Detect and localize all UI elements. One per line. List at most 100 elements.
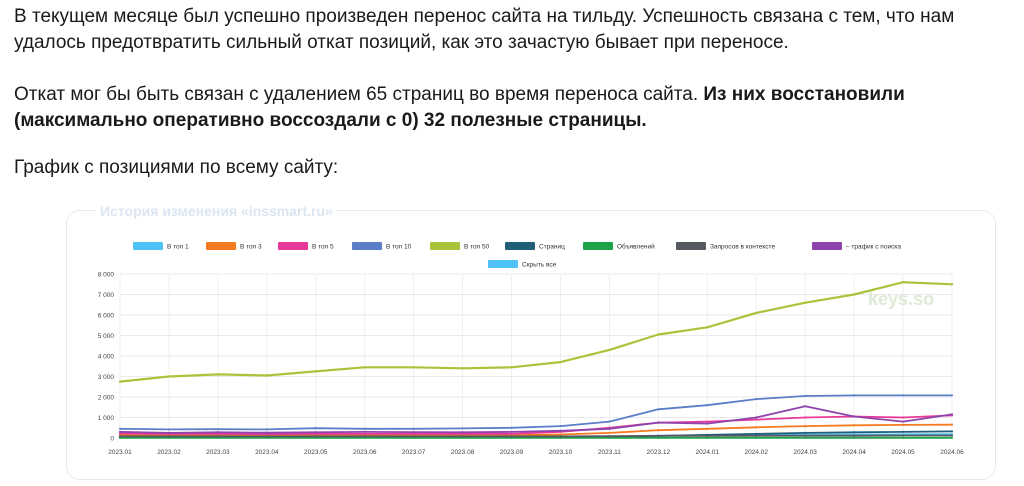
series-8-point-5 <box>363 430 366 434</box>
series-8-point-16 <box>901 420 905 423</box>
x-tick-label-17: 2024.06 <box>940 449 964 456</box>
series-7-point-11 <box>657 434 660 438</box>
series-8-point-1 <box>167 431 171 435</box>
series-2-point-7 <box>461 432 464 436</box>
series-3-point-4 <box>314 426 317 430</box>
legend-swatch-reset[interactable] <box>488 260 518 268</box>
keys-so-watermark: keys.so <box>868 289 934 309</box>
series-3-point-15 <box>852 394 856 397</box>
series-8-point-15 <box>852 415 856 418</box>
x-tick-label-7: 2023.08 <box>451 449 475 456</box>
series-7-point-8 <box>510 435 513 438</box>
series-6-point-11 <box>657 436 660 439</box>
series-7-point-15 <box>852 434 856 437</box>
legend-label-4[interactable]: В топ 50 <box>464 244 490 251</box>
x-tick-label-11: 2023.12 <box>647 449 671 456</box>
series-line-4 <box>118 281 954 383</box>
series-3-point-12 <box>706 404 709 407</box>
series-2-point-4 <box>314 432 317 436</box>
legend-swatch-6[interactable] <box>583 242 613 250</box>
series-7-point-1 <box>167 435 171 438</box>
series-2-point-8 <box>510 432 513 436</box>
series-8-point-3 <box>265 431 269 434</box>
series-6-point-17 <box>950 436 954 439</box>
x-tick-label-1: 2023.02 <box>157 449 181 456</box>
series-2-point-6 <box>412 432 415 436</box>
series-6-point-13 <box>755 436 758 439</box>
legend-label-1[interactable]: В топ 3 <box>240 244 262 251</box>
legend-swatch-3[interactable] <box>352 242 382 250</box>
series-1-point-15 <box>852 424 856 427</box>
y-tick-label-6: 6 000 <box>98 313 115 320</box>
paragraph-rollback: Откат мог бы быть связан с удалением 65 … <box>14 82 1014 134</box>
x-tick-label-14: 2024.03 <box>793 449 817 456</box>
legend-label-8[interactable]: – трафик с поиска <box>846 244 901 251</box>
legend-swatch-1[interactable] <box>206 242 236 250</box>
series-7-point-12 <box>706 434 709 438</box>
series-5-point-14 <box>803 431 807 435</box>
series-4-point-13 <box>755 311 758 315</box>
series-3-point-17 <box>950 394 954 397</box>
series-4-point-7 <box>461 367 464 370</box>
series-line-8 <box>119 405 953 434</box>
series-1-point-11 <box>657 429 660 432</box>
y-tick-label-8: 8 000 <box>98 272 115 279</box>
series-8-point-12 <box>706 422 709 425</box>
x-tick-label-12: 2024.01 <box>696 449 720 456</box>
series-7-point-3 <box>265 435 269 438</box>
series-2-point-13 <box>755 418 758 421</box>
y-tick-label-1: 1 000 <box>98 415 115 422</box>
series-4-point-16 <box>901 281 905 284</box>
series-7-point-17 <box>950 434 954 437</box>
legend-label-reset[interactable]: Скрыть все <box>522 262 557 269</box>
series-7-point-6 <box>412 435 415 438</box>
x-tick-label-9: 2023.10 <box>549 449 573 456</box>
series-2-point-12 <box>706 420 709 423</box>
series-2-point-14 <box>803 416 807 419</box>
legend-swatch-4[interactable] <box>430 242 460 250</box>
series-6-point-14 <box>803 436 807 439</box>
series-7-point-2 <box>216 435 220 438</box>
legend-label-2[interactable]: В топ 5 <box>312 244 334 251</box>
legend-label-0[interactable]: В топ 1 <box>167 244 189 251</box>
series-3-point-6 <box>412 427 415 430</box>
series-3-point-5 <box>363 427 366 430</box>
series-8-point-9 <box>559 429 562 433</box>
x-tick-label-5: 2023.06 <box>353 449 377 456</box>
series-1-point-13 <box>755 426 758 429</box>
legend-label-7[interactable]: Запросов в контексте <box>710 244 775 251</box>
series-6-point-15 <box>852 436 856 439</box>
legend-swatch-8[interactable] <box>812 242 842 250</box>
legend-swatch-0[interactable] <box>133 242 163 250</box>
legend-label-3[interactable]: В топ 10 <box>386 244 412 251</box>
series-4-point-1 <box>167 375 171 378</box>
series-8-point-14 <box>803 405 807 408</box>
legend-label-6[interactable]: Объявлений <box>617 243 655 251</box>
y-tick-label-3: 3 000 <box>98 374 115 381</box>
series-4-point-9 <box>559 360 562 364</box>
series-4-point-10 <box>608 348 611 352</box>
series-7-point-4 <box>314 435 317 438</box>
series-8-point-7 <box>461 431 464 434</box>
y-tick-label-4: 4 000 <box>98 354 115 361</box>
series-1-point-10 <box>608 431 611 435</box>
series-8-point-6 <box>412 430 415 434</box>
legend-swatch-2[interactable] <box>278 242 308 250</box>
legend-swatch-5[interactable] <box>505 242 535 250</box>
series-line-3 <box>119 394 953 431</box>
series-3-point-0 <box>118 427 122 430</box>
x-tick-label-16: 2024.05 <box>891 449 915 456</box>
series-4-point-15 <box>852 293 856 296</box>
paragraph-chart-intro: График с позициями по всему сайту: <box>14 157 339 178</box>
legend-label-5[interactable]: Страниц <box>539 244 565 251</box>
series-8-point-11 <box>657 421 660 424</box>
legend-swatch-7[interactable] <box>676 242 706 250</box>
x-tick-label-13: 2024.02 <box>744 449 768 456</box>
series-6-point-16 <box>901 436 905 439</box>
series-8-point-17 <box>950 413 954 416</box>
x-tick-label-3: 2023.04 <box>255 449 279 456</box>
x-tick-label-6: 2023.07 <box>402 449 426 456</box>
x-tick-label-15: 2024.04 <box>842 449 866 456</box>
series-4-point-4 <box>314 370 317 373</box>
series-5-point-17 <box>950 430 954 433</box>
